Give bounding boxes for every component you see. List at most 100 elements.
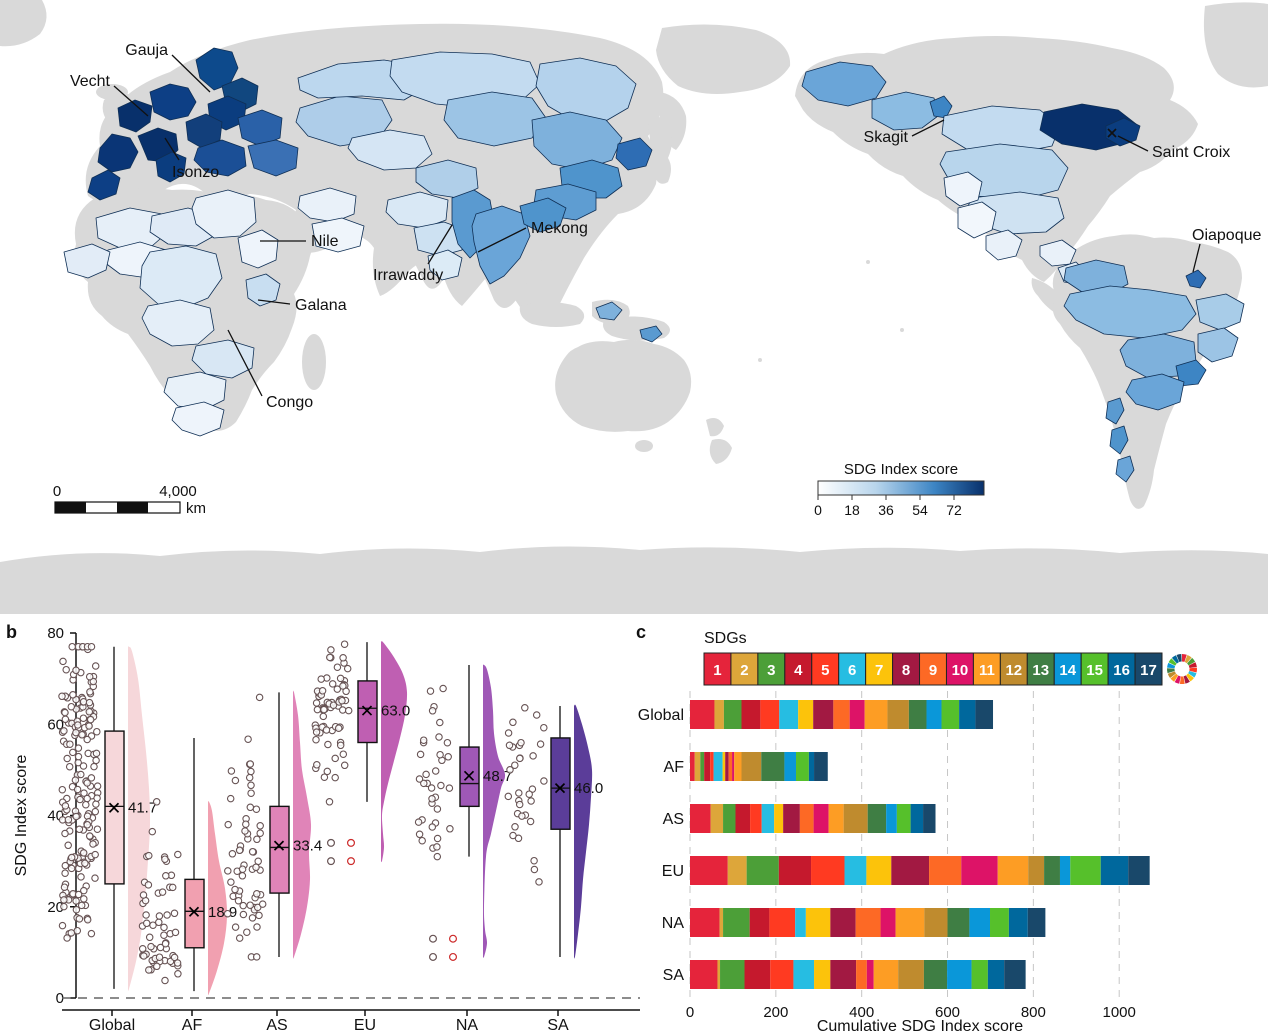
data-point [415,830,424,839]
data-point [83,821,92,829]
data-point [63,934,71,942]
data-point [319,712,328,721]
data-point [433,852,442,861]
x-tick-label: 200 [763,1004,788,1021]
data-point [63,754,71,763]
scale-bar-end-label: 4,000 [159,483,197,500]
outlier-point-grey [327,857,336,866]
bar-segment-sdg9 [728,752,733,781]
panel-c-letter: c [636,622,647,642]
scale-bar-unit: km [186,500,206,517]
data-point [439,684,447,693]
data-point [85,698,94,707]
data-point [428,795,436,803]
data-point [253,923,261,931]
data-point [228,850,237,858]
data-point [161,939,170,948]
data-point [516,754,524,763]
data-point [72,897,80,905]
data-point [343,664,352,673]
data-point [75,915,84,923]
data-point [67,864,76,873]
data-point [326,653,334,662]
map-basin-labels: Gauja Vecht Isonzo Nile Galana Congo Irr… [70,42,1262,411]
bar-segment-sdg14 [784,752,797,781]
data-point [67,929,76,937]
data-point [312,728,321,736]
data-point [87,929,96,938]
data-point [82,800,90,809]
bar-segment-sdg13 [908,700,927,729]
bar-segment-sdg10 [813,804,829,833]
data-point [144,881,153,889]
data-point [76,795,84,804]
sdg-legend-number-7: 7 [875,662,883,679]
data-point [67,702,76,711]
data-point [85,708,94,716]
data-point [59,657,67,666]
bar-segment-sdg10 [732,752,735,781]
mean-value-label: 33.4 [293,838,322,855]
data-point [93,825,102,833]
data-point [80,886,88,895]
data-point [426,687,435,695]
data-point [61,869,69,877]
bar-row-label-AS: AS [663,811,684,828]
sdg-wheel-segment [1183,675,1190,684]
sdg-wheel-segment [1184,655,1192,664]
bar-segment-sdg1 [690,804,711,833]
panel-b-letter: b [6,622,17,642]
outlier-point-grey [429,952,438,961]
bar-segment-sdg17 [975,700,994,729]
bar-segment-sdg6 [761,804,775,833]
data-point [436,750,444,759]
outlier-point-grey [327,838,336,847]
bar-segment-sdg10 [961,856,998,885]
bar-segment-sdg3 [723,908,750,937]
bar-segment-sdg16 [808,752,815,781]
bar-segment-sdg5 [770,960,794,989]
map-scale-bar: 0 4,000 km [53,483,206,517]
bar-segment-sdg3 [723,804,736,833]
data-point [247,781,255,790]
data-point [234,896,243,905]
data-point [163,911,171,919]
bar-segment-sdg6 [779,700,799,729]
sdg-legend-swatch-3 [757,652,786,686]
violin-SA [574,704,593,959]
map-legend-tick-54: 54 [912,502,928,518]
data-point [317,675,325,683]
data-point [248,914,257,922]
box-SA [550,737,571,830]
y-tick-label: 60 [47,716,64,733]
sdg-wheel-segment [1187,657,1196,666]
data-point [92,800,100,808]
box-AS [269,805,290,894]
bar-segment-sdg11 [873,960,899,989]
data-point [91,850,99,859]
data-point [414,818,423,826]
bar-segment-sdg5 [769,908,796,937]
raincloud-Global: 41.7 [58,642,157,991]
data-point [224,820,232,829]
data-point [60,896,68,904]
data-point [526,817,535,826]
bar-segment-sdg1 [690,752,695,781]
sdg-legend-number-13: 13 [1032,662,1049,679]
violin-Global [128,646,151,991]
data-point [89,840,97,848]
data-point [529,752,537,760]
data-point [155,912,164,920]
sdg-legend-number-1: 1 [713,662,721,679]
data-point [506,766,514,774]
data-point [427,784,436,792]
bar-AF [690,752,828,781]
bar-segment-sdg13 [1044,856,1060,885]
data-point [79,849,88,857]
data-point [92,749,101,758]
category-label-SA: SA [547,1017,569,1032]
sdg-legend-number-17: 17 [1140,662,1157,679]
sdg-wheel-segment [1188,662,1197,668]
data-point [536,740,545,748]
raincloud-EU: 63.0 [311,640,410,866]
